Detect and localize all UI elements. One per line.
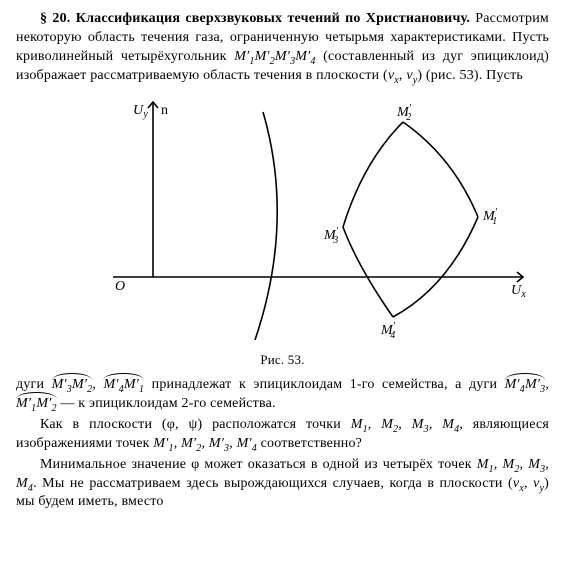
p2-sep1: ,	[92, 377, 103, 392]
y-axis-label: Uy	[133, 103, 148, 120]
p4-sep: ,	[524, 476, 533, 491]
para-arcs: дуги M′3M′2, M′4M′1 принадлежат к эпицик…	[16, 376, 549, 414]
p3-tail: соответственно?	[261, 436, 362, 451]
arc-m3-m2	[343, 122, 403, 227]
p4-vx: vx	[513, 476, 524, 491]
arc-m3m2: M′3M′2	[52, 376, 93, 395]
figure-svg: O Ux Uy n M′2 M′1 M′3 M′4	[33, 92, 533, 347]
p3-lead: Как в плоскости (φ, ψ) расположатся точк…	[40, 417, 351, 432]
arc-m4m1: M′4M′1	[103, 376, 144, 395]
section-number: § 20.	[40, 11, 71, 26]
p3-pts: M1, M2, M3, M4	[351, 417, 460, 432]
arc-m4-m3	[343, 227, 393, 317]
p2-mid1: принадлежат к эпициклоидам 1-го семейств…	[152, 377, 505, 392]
para-question: Как в плоскости (φ, ψ) расположатся точк…	[16, 416, 549, 454]
arc-m1-m2	[403, 122, 478, 217]
figure-53: O Ux Uy n M′2 M′1 M′3 M′4 Рис. 53.	[16, 92, 549, 369]
arc-m4-m1	[393, 217, 478, 317]
sonic-arc	[255, 112, 277, 340]
p2-lead: дуги	[16, 377, 52, 392]
arc-m4m3: M′4M′3	[505, 376, 546, 395]
para1-tail2: ) (рис. 53). Пусть	[417, 68, 523, 83]
page: § 20. Классификация сверхзвуковых течени…	[0, 0, 565, 522]
para-min: Минимальное значение φ может оказаться в…	[16, 456, 549, 513]
vx1: vx	[388, 68, 399, 83]
p2-sep2: ,	[545, 377, 549, 392]
p4-mid: . Мы не рассматриваем здесь вырождающихс…	[33, 476, 513, 491]
m3-label: M′3	[323, 226, 339, 246]
heading-para: § 20. Классификация сверхзвуковых течени…	[16, 10, 549, 86]
n-label: n	[161, 103, 168, 118]
figure-caption: Рис. 53.	[16, 351, 549, 369]
m1-label: M′1	[482, 207, 498, 227]
m2-label: M′2	[396, 103, 412, 123]
vy1: vy	[406, 68, 417, 83]
quad-symbol: M′1M′2M′3M′4	[234, 49, 315, 64]
origin-label: O	[115, 279, 125, 294]
x-axis-label: Ux	[511, 283, 526, 300]
section-title: Классификация сверхзвуковых течений по Х…	[76, 11, 470, 26]
p4-vy: vy	[533, 476, 544, 491]
p3-ppts: M′1, M′2, M′3, M′4	[153, 436, 257, 451]
m4-label: M′4	[380, 321, 396, 341]
p4-lead: Минимальное значение φ может оказаться в…	[40, 457, 477, 472]
arc-m1m2: M′1M′2	[16, 395, 57, 414]
p2-mid2: — к эпициклоидам 2-го семейства.	[60, 396, 275, 411]
